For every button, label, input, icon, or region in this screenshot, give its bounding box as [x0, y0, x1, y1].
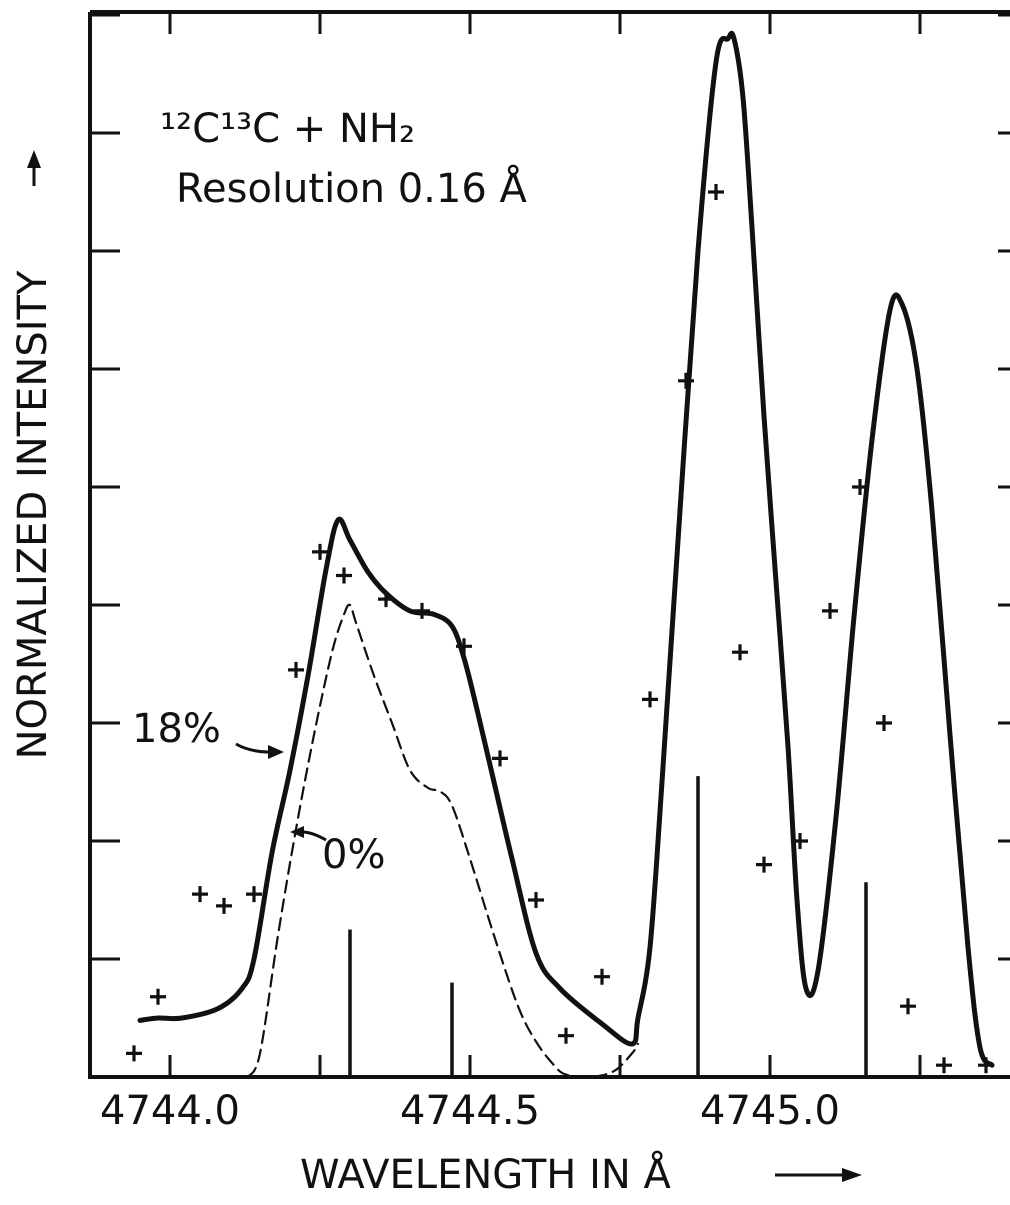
species-annotation: ¹²C¹³C + NH₂ — [160, 106, 415, 152]
data-point — [936, 1057, 952, 1074]
label-18-percent: 18% — [132, 706, 221, 752]
y-axis-arrow-icon — [27, 150, 41, 186]
label-0-percent: 0% — [322, 832, 385, 878]
pointer-18-arrowhead-icon — [268, 745, 284, 759]
data-point — [378, 591, 394, 608]
data-point — [822, 602, 838, 619]
data-point — [558, 1027, 574, 1044]
data-point — [978, 1057, 994, 1074]
data-point — [642, 691, 658, 708]
curve-labels: 18% 0% — [132, 706, 385, 878]
curve-0-percent — [246, 603, 640, 1079]
data-point — [336, 567, 352, 584]
y-axis-label: NORMALIZED INTENSITY — [10, 270, 56, 759]
data-point — [852, 479, 868, 495]
spectrum-curves — [137, 30, 995, 1079]
curve-18-percent — [137, 30, 995, 1068]
data-point — [192, 886, 208, 903]
data-point — [792, 833, 808, 849]
data-point — [492, 750, 508, 767]
resolution-annotation: Resolution 0.16 Å — [176, 164, 527, 212]
x-tick-label: 4745.0 — [700, 1088, 840, 1134]
data-point — [708, 184, 724, 200]
data-point — [312, 543, 328, 560]
data-point — [414, 602, 430, 619]
x-axis-arrow-icon — [775, 1168, 862, 1182]
axis-ticks — [90, 12, 1010, 1077]
axis-lines — [88, 10, 1010, 1079]
x-tick-label: 4744.5 — [400, 1088, 540, 1134]
x-tick-label: 4744.0 — [100, 1088, 240, 1134]
pointer-18-arrow-icon — [235, 742, 271, 754]
data-point — [150, 988, 166, 1005]
data-point — [876, 715, 892, 731]
stick-lines — [348, 776, 868, 1077]
x-tick-labels: 4744.0 4744.5 4745.0 — [100, 1088, 840, 1134]
data-point — [594, 968, 610, 985]
data-point — [900, 998, 916, 1015]
data-point — [126, 1045, 142, 1062]
measured-points — [126, 184, 994, 1074]
pointer-0-arrowhead-icon — [290, 826, 304, 838]
data-point — [732, 644, 748, 661]
data-point — [288, 661, 304, 678]
data-point — [756, 856, 772, 873]
data-point — [456, 638, 472, 655]
data-point — [528, 892, 544, 908]
data-point — [246, 886, 262, 903]
data-point — [678, 372, 694, 389]
data-point — [216, 897, 232, 914]
plot-frame — [88, 10, 1010, 1079]
x-axis-label: WAVELENGTH IN Å — [300, 1150, 672, 1198]
